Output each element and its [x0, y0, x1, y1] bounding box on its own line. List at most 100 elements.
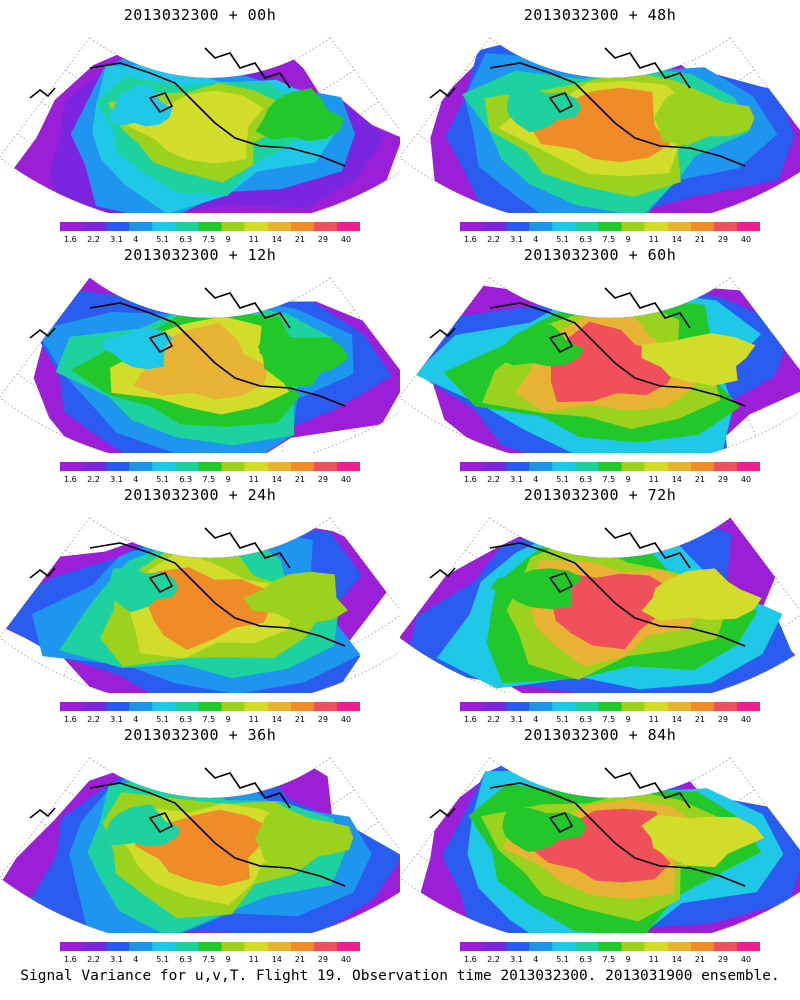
- colorbar: 1.6 2.2 3.1 4 5.1 6.3 7.5 9 11 14 21 29 40: [460, 462, 760, 484]
- colorbar-label: 2.2: [487, 235, 500, 244]
- colorbar-label: 9: [226, 715, 231, 724]
- colorbar-swatch: [598, 942, 623, 951]
- colorbar-label: 2.2: [487, 475, 500, 484]
- colorbar-label: 6.3: [579, 235, 592, 244]
- colorbar-swatch: [267, 222, 292, 231]
- colorbar-label: 21: [295, 715, 305, 724]
- colorbar-label: 3.1: [110, 235, 123, 244]
- map-panel: 2013032300 + 24h 1.6 2.2 3.1 4 5.1 6.3 7.5 9 11 14…: [0, 480, 400, 725]
- colorbar-label: 9: [626, 235, 631, 244]
- colorbar-swatch: [244, 222, 269, 231]
- colorbar-swatch: [506, 942, 530, 951]
- colorbar-label: 9: [626, 955, 631, 964]
- panel-title: 2013032300 + 48h: [523, 6, 677, 24]
- colorbar-swatch: [506, 462, 530, 471]
- colorbar-label: 29: [318, 715, 328, 724]
- colorbar-swatch: [529, 942, 553, 951]
- colorbar-label: 2.2: [487, 715, 500, 724]
- colorbar-label: 9: [626, 475, 631, 484]
- colorbar-swatch: [336, 222, 360, 231]
- polar-map: [400, 517, 800, 693]
- colorbar-swatch: [221, 702, 246, 711]
- colorbar-swatch: [483, 462, 507, 471]
- colorbar-label: 3.1: [510, 955, 523, 964]
- colorbar-label: 5.1: [556, 715, 569, 724]
- colorbar-label: 14: [672, 235, 682, 244]
- colorbar-swatch: [106, 222, 130, 231]
- map-panel: 2013032300 + 12h 1.6 2.2 3.1 4 5.1 6.3 7.5 9 11 14…: [0, 240, 400, 485]
- colorbar-swatch: [60, 942, 84, 951]
- colorbar-label: 6.3: [179, 475, 192, 484]
- colorbar-swatch: [106, 702, 130, 711]
- colorbar-label: 1.6: [464, 715, 477, 724]
- colorbar-swatch: [198, 702, 223, 711]
- colorbar-swatch: [152, 222, 176, 231]
- colorbar-label: 2.2: [87, 715, 100, 724]
- colorbar-label: 5.1: [156, 235, 169, 244]
- polar-map: [0, 277, 400, 453]
- colorbar-label: 4: [133, 715, 138, 724]
- colorbar-swatch: [198, 942, 223, 951]
- colorbar-label: 29: [718, 715, 728, 724]
- coastlines: [429, 767, 746, 887]
- colorbar-swatch: [506, 222, 530, 231]
- polar-map: [400, 277, 800, 453]
- colorbar-label: 1.6: [464, 475, 477, 484]
- colorbar-label: 6.3: [179, 955, 192, 964]
- colorbar-swatch: [175, 942, 199, 951]
- colorbar-swatch: [644, 942, 669, 951]
- colorbar-label: 11: [649, 955, 659, 964]
- colorbar-swatch: [106, 942, 130, 951]
- colorbar-label: 14: [672, 955, 682, 964]
- colorbar-swatch: [552, 462, 576, 471]
- colorbar-label: 11: [649, 475, 659, 484]
- colorbar-swatch: [644, 462, 669, 471]
- colorbar-label: 40: [741, 955, 751, 964]
- colorbar-label: 5.1: [156, 955, 169, 964]
- colorbar-swatch: [336, 942, 360, 951]
- colorbar-swatch: [244, 462, 269, 471]
- colorbar-swatch: [713, 702, 738, 711]
- colorbar-swatch: [129, 942, 153, 951]
- colorbar-label: 5.1: [556, 955, 569, 964]
- panel-title: 2013032300 + 84h: [523, 726, 677, 744]
- coastlines: [29, 47, 346, 167]
- colorbar-swatch: [598, 702, 623, 711]
- colorbar-label: 40: [341, 955, 351, 964]
- panel-title: 2013032300 + 12h: [123, 246, 277, 264]
- colorbar-swatch: [313, 942, 338, 951]
- colorbar-swatch: [244, 942, 269, 951]
- colorbar-label: 9: [226, 235, 231, 244]
- panel-title: 2013032300 + 60h: [523, 246, 677, 264]
- colorbar-label: 4: [133, 235, 138, 244]
- coastlines: [29, 527, 346, 647]
- colorbar-swatch: [336, 702, 360, 711]
- colorbar-label: 4: [133, 955, 138, 964]
- colorbar-label: 11: [249, 715, 259, 724]
- colorbar-label: 21: [695, 715, 705, 724]
- colorbar-label: 14: [672, 715, 682, 724]
- variance-field: [0, 757, 400, 933]
- coastlines: [29, 287, 346, 407]
- colorbar-label: 6.3: [579, 715, 592, 724]
- colorbar-label: 14: [672, 475, 682, 484]
- colorbar-swatch: [290, 942, 315, 951]
- colorbar: 1.6 2.2 3.1 4 5.1 6.3 7.5 9 11 14 21 29 40: [60, 222, 360, 244]
- colorbar-label: 21: [295, 955, 305, 964]
- colorbar-label: 4: [533, 475, 538, 484]
- coastlines: [429, 287, 746, 407]
- colorbar-swatch: [129, 222, 153, 231]
- polar-map: [0, 517, 400, 693]
- colorbar-swatch: [290, 702, 315, 711]
- colorbar-swatch: [460, 222, 484, 231]
- colorbar-swatch: [529, 702, 553, 711]
- colorbar-label: 2.2: [487, 955, 500, 964]
- map-panel: 2013032300 + 36h 1.6 2.2 3.1 4 5.1 6.3 7.5 9 11 14…: [0, 720, 400, 965]
- colorbar-swatch: [529, 462, 553, 471]
- colorbar-swatch: [198, 462, 223, 471]
- colorbar-label: 1.6: [64, 955, 77, 964]
- colorbar-label: 40: [741, 715, 751, 724]
- colorbar-swatch: [736, 222, 760, 231]
- colorbar-swatch: [598, 222, 623, 231]
- colorbar-label: 6.3: [579, 475, 592, 484]
